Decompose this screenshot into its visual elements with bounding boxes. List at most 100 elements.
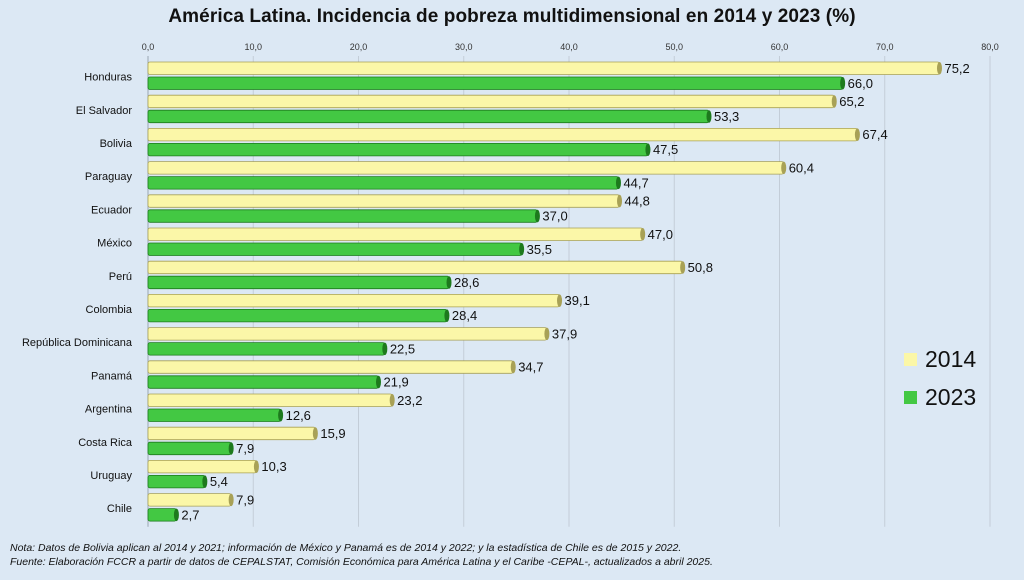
- bar-2014-honduras-cap: [936, 62, 942, 75]
- bar-2014-paraguay-cap: [781, 161, 787, 175]
- category-labels: Honduras El Salvador Bolivia Paraguay Ecuado…: [22, 72, 133, 516]
- category-label-bolivia: Bolivia: [100, 138, 133, 150]
- bar-2023-ecuador: [147, 209, 538, 223]
- bar-2014-el-salvador: [147, 94, 835, 109]
- bars: [147, 61, 942, 522]
- chart-title: América Latina. Incidencia de pobreza mu…: [168, 6, 856, 27]
- value-label-2014-costa-rica: 15,9: [320, 426, 345, 441]
- value-label-2014-argentina: 23,2: [397, 393, 422, 408]
- bar-2014-panama-cap: [510, 360, 516, 374]
- legend-label-2014: 2014: [925, 345, 977, 372]
- bar-2023-bolivia-cap: [645, 143, 651, 156]
- bar-2014-colombia: [147, 293, 560, 308]
- value-labels: 75,2 66,0 65,2 53,3 67,4 47,5 60,4 44,7 44,8 37,0…: [181, 61, 969, 523]
- gridlines: [147, 56, 991, 527]
- value-label-2014-el-salvador: 65,2: [839, 94, 864, 109]
- value-label-2014-honduras: 75,2: [944, 61, 969, 76]
- category-label-honduras: Honduras: [84, 72, 132, 84]
- x-tick-label: 40,0: [560, 42, 578, 52]
- x-axis-ticks: 0,0 10,0 20,0 30,0 40,0 50,0 60,0 70,0 80,0: [142, 42, 999, 52]
- value-label-2014-chile: 7,9: [236, 492, 254, 507]
- x-tick-label: 30,0: [455, 42, 473, 52]
- bar-2023-colombia: [147, 308, 448, 323]
- bar-2014-costa-rica: [147, 426, 316, 441]
- value-label-2014-colombia: 39,1: [565, 293, 590, 308]
- bar-2014-bolivia-cap: [854, 128, 860, 141]
- value-label-2023-mexico: 35,5: [527, 242, 552, 257]
- bar-2014-colombia-cap: [557, 294, 563, 307]
- footnotes: Nota: Datos de Bolivia aplican al 2014 y…: [10, 541, 713, 569]
- value-label-2023-paraguay: 44,7: [623, 175, 648, 190]
- bar-2014-panama: [147, 360, 514, 374]
- note-text: Nota: Datos de Bolivia aplican al 2014 y…: [10, 542, 682, 554]
- category-label-chile: Chile: [107, 503, 132, 515]
- bar-2014-republica-dominicana: [147, 327, 548, 341]
- bar-2014-republica-dominicana-cap: [544, 327, 550, 341]
- bar-2023-chile: [147, 508, 177, 522]
- value-label-2014-panama: 34,7: [518, 360, 543, 375]
- bar-2023-el-salvador-cap: [706, 110, 712, 123]
- bar-2023-honduras-cap: [840, 77, 846, 90]
- bar-2023-paraguay: [147, 176, 619, 190]
- x-tick-label: 60,0: [771, 42, 789, 52]
- value-label-2023-bolivia: 47,5: [653, 142, 678, 157]
- legend-label-2023: 2023: [925, 383, 977, 410]
- bar-2014-el-salvador-cap: [831, 95, 837, 108]
- legend-swatch-2023: [904, 390, 917, 404]
- category-label-peru: Perú: [109, 271, 132, 283]
- value-label-2023-colombia: 28,4: [452, 308, 477, 323]
- bar-2014-ecuador: [147, 194, 620, 208]
- value-label-2014-paraguay: 60,4: [789, 160, 814, 175]
- bar-2023-costa-rica-cap: [228, 442, 234, 455]
- category-label-argentina: Argentina: [85, 404, 133, 416]
- value-label-2023-honduras: 66,0: [848, 76, 873, 91]
- value-label-2023-panama: 21,9: [383, 375, 408, 390]
- bar-2023-ecuador-cap: [534, 209, 540, 223]
- bar-2014-peru-cap: [680, 261, 686, 274]
- value-label-2023-argentina: 12,6: [286, 408, 311, 423]
- legend-item-2023: 2023: [904, 383, 976, 411]
- category-label-panama: Panamá: [91, 370, 133, 382]
- category-label-uruguay: Uruguay: [90, 470, 132, 482]
- value-label-2014-peru: 50,8: [688, 260, 713, 275]
- bar-2023-uruguay: [147, 474, 206, 489]
- category-label-el-salvador: El Salvador: [76, 105, 133, 117]
- bar-2023-argentina-cap: [278, 409, 284, 422]
- value-label-2014-republica-dominicana: 37,9: [552, 326, 577, 341]
- bar-2023-argentina: [147, 408, 282, 422]
- category-label-colombia: Colombia: [86, 304, 133, 316]
- value-label-2014-ecuador: 44,8: [625, 194, 650, 209]
- value-label-2023-chile: 2,7: [181, 507, 199, 522]
- value-label-2023-republica-dominicana: 22,5: [390, 341, 415, 356]
- bar-2014-uruguay: [147, 459, 257, 474]
- source-text: Fuente: Elaboración FCCR a partir de dat…: [10, 556, 713, 568]
- bar-2014-argentina-cap: [389, 394, 395, 407]
- bar-2023-colombia-cap: [444, 309, 450, 322]
- bar-2014-mexico: [147, 227, 644, 241]
- bar-2023-peru-cap: [446, 276, 452, 289]
- category-label-ecuador: Ecuador: [91, 204, 132, 216]
- bar-2023-el-salvador: [147, 109, 710, 124]
- bar-2014-peru: [147, 260, 684, 275]
- category-label-paraguay: Paraguay: [85, 171, 133, 183]
- value-label-2023-peru: 28,6: [454, 275, 479, 290]
- x-tick-label: 80,0: [981, 42, 999, 52]
- bar-2014-uruguay-cap: [253, 460, 259, 473]
- bar-2014-argentina: [147, 393, 393, 407]
- category-label-costa-rica: Costa Rica: [78, 437, 133, 449]
- bar-2023-costa-rica: [147, 441, 232, 456]
- bar-2014-bolivia: [147, 127, 858, 142]
- bar-2023-uruguay-cap: [202, 475, 208, 488]
- bar-2023-mexico: [147, 242, 523, 256]
- bar-2023-honduras: [147, 76, 844, 90]
- bar-2014-ecuador-cap: [617, 194, 623, 208]
- bar-2014-honduras: [147, 61, 940, 75]
- bar-2014-chile-cap: [228, 493, 234, 507]
- category-label-mexico: México: [97, 238, 132, 250]
- legend-swatch-2014: [904, 352, 917, 366]
- value-label-2023-costa-rica: 7,9: [236, 441, 254, 456]
- x-tick-label: 70,0: [876, 42, 894, 52]
- bar-2023-mexico-cap: [519, 243, 525, 256]
- value-label-2023-ecuador: 37,0: [542, 209, 567, 224]
